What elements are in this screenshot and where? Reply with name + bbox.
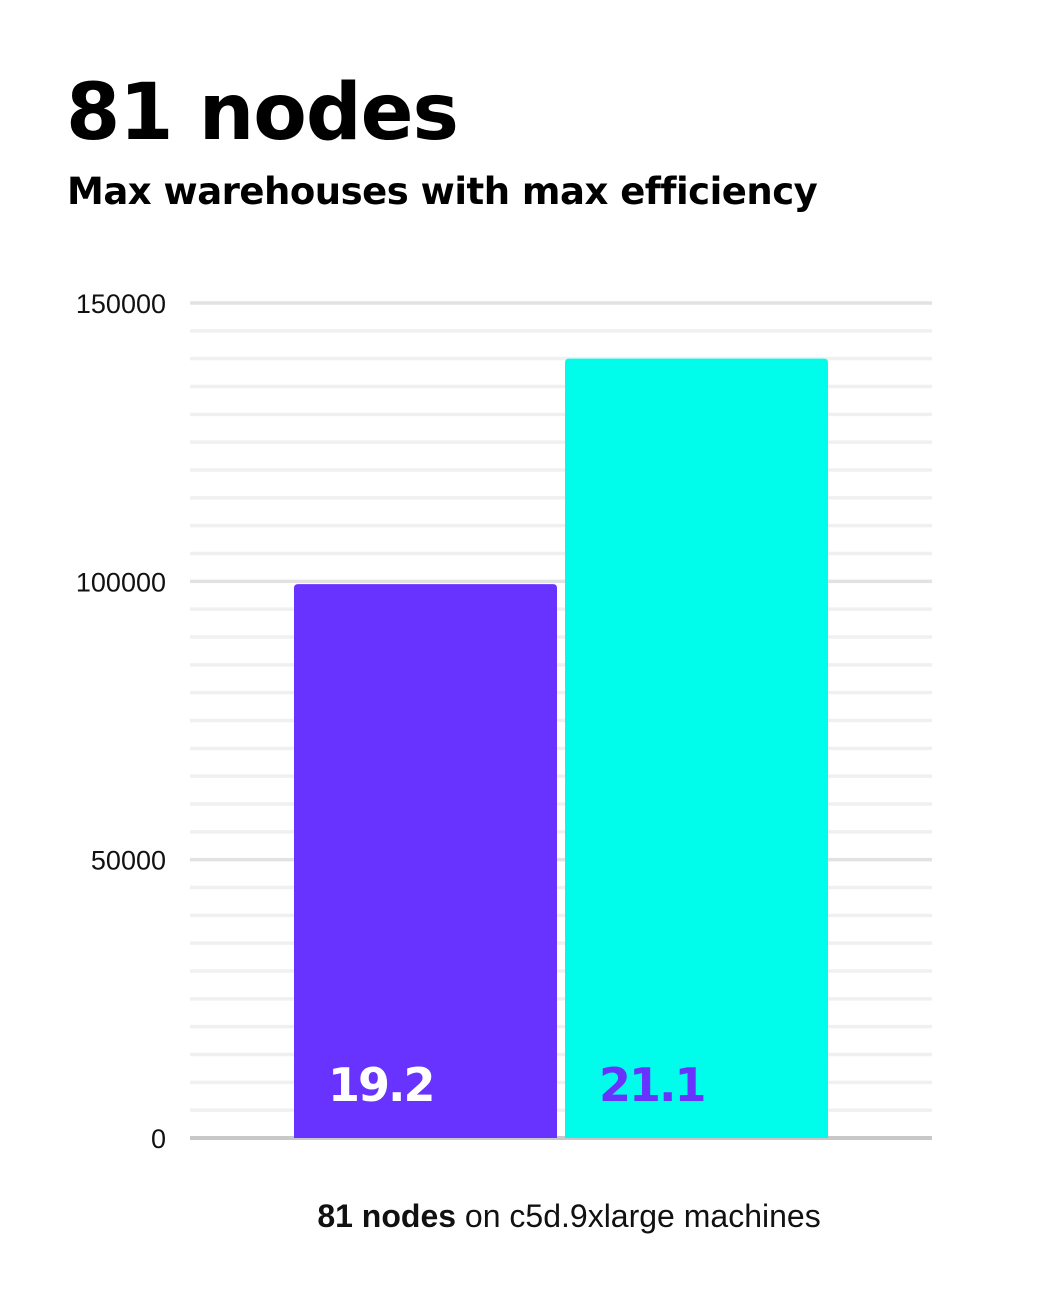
bar-data-label: 21.1 <box>599 1058 705 1112</box>
y-tick-label: 50000 <box>91 846 166 876</box>
x-axis-label-rest: on c5d.9xlarge machines <box>456 1198 821 1234</box>
x-axis-label-bold: 81 nodes <box>317 1198 457 1234</box>
y-tick-label: 100000 <box>76 567 166 597</box>
x-axis-label: 81 nodes on c5d.9xlarge machines <box>0 1198 1042 1235</box>
bar-data-label: 19.2 <box>328 1058 434 1112</box>
y-tick-label: 150000 <box>76 289 166 319</box>
chart-subtitle: Max warehouses with max efficiency <box>67 170 818 213</box>
bar <box>294 584 557 1138</box>
bar <box>565 358 828 1139</box>
y-tick-label: 0 <box>151 1124 166 1154</box>
chart-title: 81 nodes <box>66 68 459 158</box>
